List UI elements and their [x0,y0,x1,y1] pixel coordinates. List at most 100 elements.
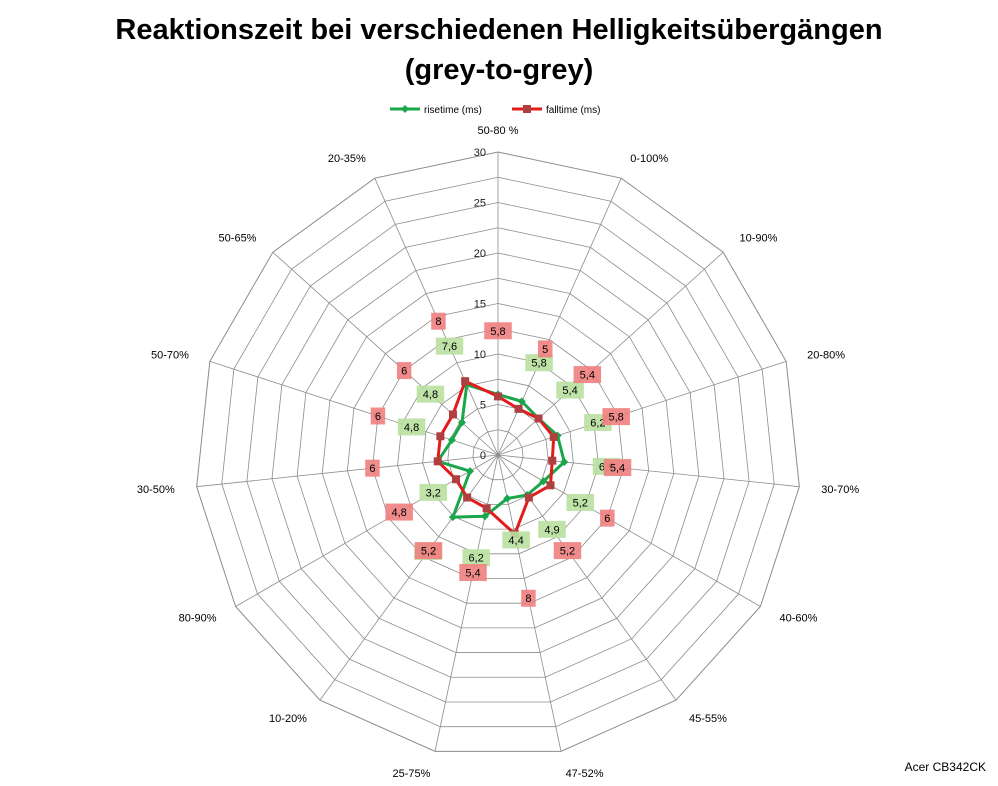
grid-ring [372,328,624,579]
risetime-label-bg [462,549,490,567]
grid-ring [346,303,650,604]
risetime-data-label: 6,2 [590,418,605,430]
tick-label: 30 [474,147,486,159]
falltime-point [546,481,555,490]
category-label: 10-90% [740,233,778,245]
grid-ring [271,227,725,678]
falltime-data-label: 6 [604,513,610,525]
falltime-point [548,456,557,465]
falltime-data-label: 6 [375,411,381,423]
falltime-label-bg [396,362,412,380]
risetime-data-label: 5,8 [531,358,546,370]
risetime-label-bg [419,483,448,501]
grid-spoke [497,454,761,607]
grid-spoke [497,454,677,701]
tick-label: 0 [480,450,486,462]
risetime-label-bg [525,354,553,372]
falltime-label-bg [553,542,582,560]
falltime-point [452,475,461,484]
category-label: 10-20% [269,713,307,725]
category-label: 30-70% [821,484,859,496]
radar-grid [196,151,800,752]
category-label: 40-60% [779,613,817,625]
falltime-data-label: 4,8 [392,507,407,519]
falltime-label-bg [600,509,615,527]
falltime-point [482,504,491,513]
risetime-data-label: 5,4 [562,385,577,397]
category-label: 30-50% [137,484,175,496]
legend-marker [523,105,531,113]
falltime-data-label: 6 [369,463,375,475]
falltime-point [514,404,523,413]
tick-label: 15 [474,299,486,311]
legend-label: falltime (ms) [546,105,600,116]
risetime-data-label: 4,8 [423,389,438,401]
risetime-point [448,513,457,522]
grid-ring [472,429,524,481]
falltime-point [534,414,543,423]
risetime-data-label: 4,8 [404,422,419,434]
risetime-data-label: 4,4 [508,535,523,547]
radar-series [433,377,569,539]
falltime-data-label: 8 [435,316,441,328]
data-labels: 5,85,46,26,65,24,94,46,27,63,24,84,87,65… [365,312,632,607]
grid-spoke [497,454,800,488]
category-label: 50-80 % [478,125,519,137]
tick-label: 5 [480,400,486,412]
legend: risetime (ms) falltime (ms) [390,105,600,116]
grid-ring [321,277,675,629]
category-label: 47-52% [566,768,604,780]
grid-ring [296,252,700,653]
chart-title-line-1: Reaktionszeit bei verschiedenen Helligke… [115,14,883,46]
falltime-data-label: 8 [525,593,531,605]
risetime-data-label: 3,2 [426,487,441,499]
falltime-label-bg [370,407,386,425]
falltime-data-label: 5,2 [560,546,575,558]
falltime-data-label: 5 [542,344,548,356]
series-line-0 [436,383,566,519]
category-label: 25-75% [393,768,431,780]
category-label: 45-55% [689,713,727,725]
falltime-data-label: 6 [401,366,407,378]
risetime-point [457,418,466,427]
falltime-data-label: 5,4 [580,370,595,382]
falltime-data-label: 5,4 [465,568,480,580]
falltime-data-label: 5,8 [490,326,505,338]
category-label: 80-90% [179,613,217,625]
grid-ring [422,378,574,530]
risetime-point [503,494,512,503]
falltime-label-bg [431,312,446,330]
risetime-label-bg [566,493,594,511]
falltime-label-bg [603,459,632,477]
grid-spoke [272,251,499,456]
category-label: 50-65% [219,233,257,245]
falltime-point [461,377,470,386]
falltime-point [433,457,442,466]
risetime-point [539,477,548,486]
falltime-label-bg [365,459,380,477]
grid-ring [397,353,599,555]
category-label: 20-35% [328,153,366,165]
falltime-data-label: 5,8 [609,412,624,424]
falltime-label-bg [521,589,536,607]
risetime-label-bg [435,337,464,355]
falltime-label-bg [385,503,413,521]
falltime-label-bg [414,542,443,560]
falltime-point [494,392,502,401]
risetime-data-label: 6,2 [469,553,484,565]
falltime-label-bg [537,340,553,358]
grid-ring [196,151,800,752]
risetime-point [517,397,526,406]
grid-ring [221,176,775,728]
category-labels: 50-80 % 0-100% 10-90% 20-80% 30-70% 40-60% 45-… [137,125,859,780]
grid-ring [246,202,750,703]
risetime-data-label: 7,6 [442,341,457,353]
tick-label: 20 [474,248,486,260]
falltime-label-bg [602,408,630,426]
risetime-label-bg [538,520,566,538]
risetime-point [466,467,475,476]
risetime-point [447,436,456,445]
falltime-label-bg [459,564,487,582]
watermark-text: Acer CB342CK [904,760,986,774]
